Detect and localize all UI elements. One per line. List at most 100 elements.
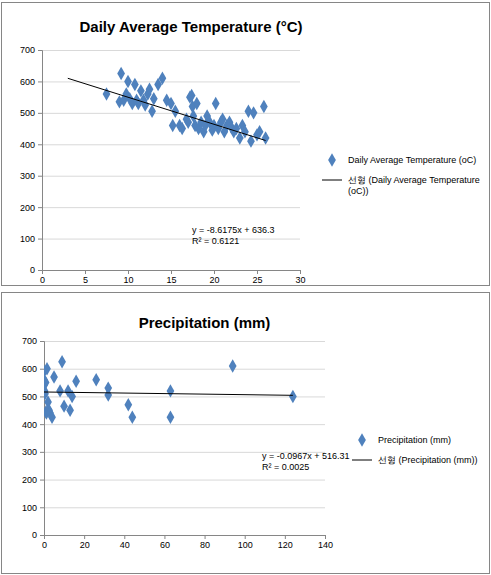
tick: 10 (123, 270, 133, 285)
axis-line (40, 342, 45, 536)
grid-line (42, 176, 300, 177)
legend: Precipitation (mm) 선형 (Precipitation (mm)… (352, 433, 478, 465)
tick-label: 100 (20, 234, 35, 244)
legend-item: 선형 (Daily Average Temperature (oC)) (322, 175, 482, 196)
tick-label: 60 (160, 540, 170, 550)
legend: Daily Average Temperature (oC) 선형 (Daily … (322, 153, 482, 196)
tick: 40 (120, 535, 130, 550)
axis-line (45, 536, 326, 540)
tick: 0 (32, 530, 44, 540)
data-point (117, 67, 125, 80)
data-point (262, 131, 270, 144)
tick-label: 0 (32, 530, 37, 540)
annotation: y = -0.0967x + 516.31 (262, 451, 350, 461)
tick: 140 (318, 535, 333, 550)
y-axis: 0100200300400500600700 (22, 336, 45, 540)
chart-frame (2, 3, 490, 286)
tick-label: 0 (40, 275, 45, 285)
data-point (58, 355, 66, 368)
tick: 500 (22, 392, 44, 402)
data-point (92, 373, 100, 386)
tick-mark (245, 535, 246, 539)
legend-label: Daily Average Temperature (oC) (348, 155, 476, 165)
tick-label: 15 (166, 275, 176, 285)
tick: 120 (278, 535, 293, 550)
data-point (148, 105, 156, 118)
tick: 100 (22, 503, 44, 513)
chart-frame (2, 293, 490, 574)
tick-mark (40, 341, 44, 342)
data-point (169, 119, 177, 132)
x-axis: 0 5 10 15 20 25 30 (40, 270, 306, 285)
trend-line (68, 78, 266, 140)
legend-item: Precipitation (mm) (358, 433, 451, 446)
tick: 400 (22, 420, 44, 430)
data-point (44, 362, 51, 375)
tick-mark (325, 535, 326, 539)
chart: Daily Average Temperature (°C) 0 5 10 15 20 25… (2, 3, 490, 286)
grid (42, 51, 300, 271)
annotation: R² = 0.0025 (262, 462, 309, 472)
tick-label: 500 (20, 108, 35, 118)
tick-label: 30 (295, 275, 305, 285)
tick: 100 (20, 234, 42, 244)
tick-label: 300 (20, 171, 35, 181)
tick: 200 (22, 475, 44, 485)
data-point (159, 72, 167, 85)
tick: 5 (83, 270, 88, 285)
tick-mark (257, 270, 258, 274)
legend-symbol (328, 153, 336, 166)
tick-mark (85, 270, 86, 274)
tick-label: 20 (209, 275, 219, 285)
tick: 20 (80, 535, 90, 550)
data-point (146, 83, 154, 96)
tick-label: 200 (22, 475, 37, 485)
annotation: R² = 0.6121 (192, 236, 239, 246)
tick: 500 (20, 108, 42, 118)
tick-label: 200 (20, 203, 35, 213)
tick-mark (40, 369, 44, 370)
tick-label: 25 (252, 275, 262, 285)
grid-line (42, 113, 300, 114)
tick-mark (38, 176, 42, 177)
tick: 0 (42, 535, 47, 550)
tick-label: 10 (123, 275, 133, 285)
tick-label: 20 (80, 540, 90, 550)
data-point (124, 75, 132, 88)
grid-line (42, 50, 300, 51)
tick: 400 (20, 140, 42, 150)
tick-label: 700 (20, 45, 35, 55)
tick-mark (285, 535, 286, 539)
tick-mark (300, 270, 301, 274)
tick-mark (84, 535, 85, 539)
legend-label: 선형 (Daily Average Temperature (oC)) (348, 175, 482, 196)
tick: 15 (166, 270, 176, 285)
grid-line (44, 341, 325, 342)
tick: 0 (30, 265, 42, 275)
data-point (104, 388, 112, 401)
data-point (150, 92, 158, 105)
data-point (229, 359, 237, 372)
tick-mark (40, 535, 44, 536)
tick: 25 (252, 270, 262, 285)
tick-label: 0 (42, 540, 47, 550)
tick-label: 300 (22, 447, 37, 457)
tick-label: 400 (20, 140, 35, 150)
data-point (250, 106, 258, 119)
tick: 700 (22, 336, 44, 346)
data-point (66, 404, 74, 417)
y-axis: 0100200300400500600700 (20, 45, 43, 275)
tick: 700 (20, 45, 42, 55)
grid-line (44, 396, 325, 397)
tick-label: 120 (278, 540, 293, 550)
tick-mark (214, 270, 215, 274)
chart-title: Daily Average Temperature (°C) (79, 18, 302, 35)
tick: 20 (209, 270, 219, 285)
data-point (167, 411, 175, 424)
legend-symbol (352, 460, 372, 461)
legend-item: 선형 (Precipitation (mm)) (352, 455, 478, 465)
plot-area (68, 67, 270, 148)
tick: 60 (160, 535, 170, 550)
annotation: y = -8.6175x + 636.3 (192, 225, 275, 235)
tick-mark (38, 207, 42, 208)
